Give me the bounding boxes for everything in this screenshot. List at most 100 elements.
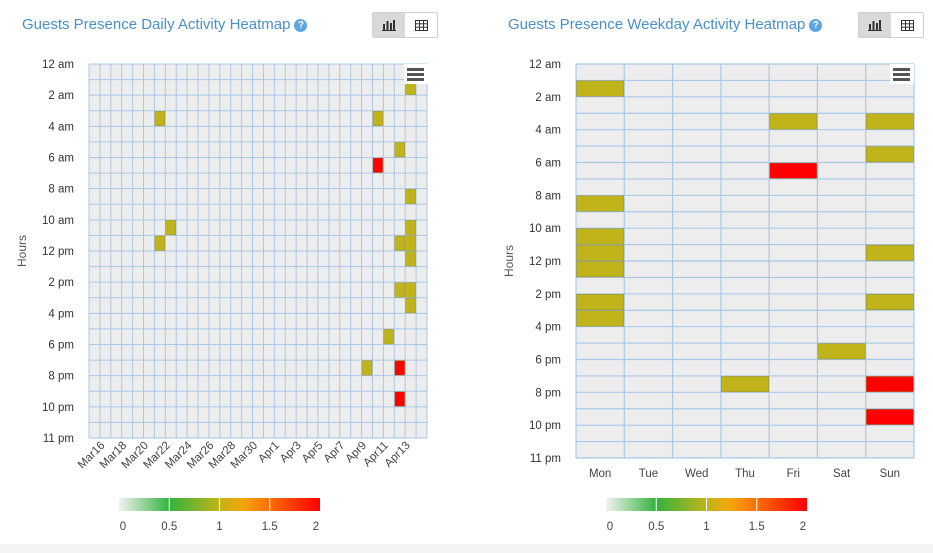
- y-tick-label: 4 pm: [48, 308, 74, 320]
- y-tick-label: 12 am: [42, 59, 74, 71]
- colorbar-tick-label: 1.5: [262, 521, 278, 533]
- x-tick-label: Tue: [639, 468, 658, 480]
- heatmap-cell-Sun-21[interactable]: [865, 409, 914, 425]
- weekday-view-toggle: [858, 12, 924, 38]
- heatmap-cell-Mar21-11[interactable]: [154, 235, 166, 251]
- y-tick-label: 6 pm: [535, 355, 561, 367]
- y-tick-label: 2 pm: [48, 277, 74, 289]
- heatmap-cell-Sun-11[interactable]: [865, 244, 914, 261]
- colorbar-tick-label: 2: [313, 521, 319, 533]
- x-tick-label: Apr1: [256, 440, 282, 466]
- heatmap-cell-Apr10-3[interactable]: [372, 111, 384, 127]
- y-tick-label: 12 am: [529, 59, 561, 71]
- colorbar-tick-label: 0.5: [161, 521, 177, 533]
- heatmap-cell-Apr13-11[interactable]: [405, 235, 416, 251]
- colorbar-tick-label: 2: [800, 521, 806, 533]
- colorbar-tick-label: 0: [607, 521, 613, 533]
- y-tick-label: 6 am: [535, 158, 561, 170]
- colorbar-tick-label: 0.5: [648, 521, 664, 533]
- y-tick-label: 4 am: [48, 121, 74, 133]
- question-circle-icon[interactable]: ?: [294, 19, 308, 32]
- heatmap-cell-Mon-1[interactable]: [576, 80, 625, 97]
- x-tick-label: Mon: [589, 468, 611, 480]
- y-tick-label: 10 pm: [529, 420, 561, 432]
- page-footer-strip: [0, 544, 933, 553]
- heatmap-cell-Mar22-10[interactable]: [165, 220, 176, 236]
- heatmap-cell-Apr12-5[interactable]: [394, 142, 405, 158]
- x-tick-label: Sat: [833, 468, 851, 480]
- colorbar-tick-label: 0: [120, 521, 126, 533]
- heatmap-cell-Apr13-8[interactable]: [405, 188, 416, 204]
- y-tick-label: 4 pm: [535, 322, 561, 334]
- y-tick-label: 10 pm: [42, 402, 74, 414]
- y-tick-label: 8 pm: [48, 371, 74, 383]
- x-tick-label: Apr13: [383, 440, 413, 470]
- x-tick-label: Thu: [735, 468, 755, 480]
- weekday-chart-menu-button[interactable]: [890, 64, 914, 84]
- heatmap-cell-Sun-3[interactable]: [865, 113, 914, 130]
- y-tick-label: 2 am: [535, 92, 561, 104]
- heatmap-cell-Apr12-11[interactable]: [394, 235, 405, 251]
- heatmap-cell-Apr11-17[interactable]: [383, 329, 394, 345]
- question-circle-icon[interactable]: ?: [809, 19, 823, 32]
- heatmap-cell-Apr13-12[interactable]: [405, 251, 416, 267]
- y-axis-label: Hours: [15, 235, 29, 267]
- heatmap-cell-Mon-14[interactable]: [576, 294, 625, 311]
- y-tick-label: 12 pm: [42, 246, 74, 258]
- y-tick-label: 11 pm: [530, 453, 561, 465]
- colorbar-tick-label: 1.5: [749, 521, 765, 533]
- heatmap-cell-Apr13-10[interactable]: [405, 220, 416, 236]
- heatmap-cell-Sun-19[interactable]: [865, 376, 914, 393]
- heatmap-cell-Apr13-14[interactable]: [405, 282, 416, 298]
- heatmap-cell-Mar21-3[interactable]: [154, 111, 166, 127]
- heatmap-cell-Sat-17[interactable]: [817, 343, 866, 360]
- daily-colorbar: 0 0.5 1 1.5 2: [119, 498, 320, 533]
- heatmap-cell-Apr12-21[interactable]: [394, 391, 405, 407]
- colorbar-tick-label: 1: [703, 521, 709, 533]
- y-tick-label: 8 pm: [535, 387, 561, 399]
- heatmap-cell-Apr13-15[interactable]: [405, 298, 416, 314]
- y-tick-label: 6 am: [48, 153, 74, 165]
- weekday-heatmap-title: Guests Presence Weekday Activity Heatmap…: [508, 16, 823, 33]
- daily-heatmap-title-text: Guests Presence Daily Activity Heatmap: [22, 16, 291, 33]
- y-axis-label: Hours: [502, 245, 516, 277]
- y-tick-label: 6 pm: [48, 340, 74, 352]
- y-tick-label: 10 am: [529, 223, 561, 235]
- y-tick-label: 12 pm: [529, 256, 561, 268]
- y-tick-label: 8 am: [48, 184, 74, 196]
- y-tick-label: 10 am: [42, 215, 74, 227]
- table-icon[interactable]: [405, 13, 437, 37]
- heatmap-cell-Fri-3[interactable]: [769, 113, 818, 130]
- x-tick-label: Apr7: [322, 440, 348, 466]
- heatmap-cell-Thu-19[interactable]: [721, 376, 769, 393]
- heatmap-cell-Apr12-14[interactable]: [394, 282, 405, 298]
- x-tick-label: Sun: [880, 468, 900, 480]
- x-tick-label: Apr3: [278, 440, 304, 466]
- heatmap-cell-Mon-15[interactable]: [576, 310, 625, 327]
- weekday-colorbar: 0 0.5 1 1.5 2: [606, 498, 807, 533]
- y-tick-label: 11 pm: [43, 433, 74, 445]
- y-tick-label: 4 am: [535, 125, 561, 137]
- y-tick-label: 2 pm: [535, 289, 561, 301]
- x-tick-label: Wed: [685, 468, 708, 480]
- heatmap-cell-Apr10-6[interactable]: [372, 157, 384, 173]
- daily-heatmap: 12 am 2 am 4 am 6 am 8 am 10 am 12 pm 2 pm 4 pm 6…: [15, 59, 428, 471]
- heatmap-cell-Sun-14[interactable]: [865, 294, 914, 311]
- heatmap-cell-Apr12-19[interactable]: [394, 360, 405, 376]
- heatmap-cell-Mon-10[interactable]: [576, 228, 625, 245]
- daily-chart-menu-button[interactable]: [404, 64, 428, 84]
- bar-chart-icon[interactable]: [373, 13, 405, 37]
- y-tick-label: 2 am: [48, 90, 74, 102]
- heatmap-cell-Fri-6[interactable]: [769, 162, 818, 179]
- x-tick-label: Fri: [787, 468, 800, 480]
- heatmap-cell-Sun-5[interactable]: [865, 146, 914, 163]
- heatmap-cell-Mon-11[interactable]: [576, 244, 625, 261]
- weekday-heatmap-title-text: Guests Presence Weekday Activity Heatmap: [508, 16, 806, 33]
- heatmap-cell-Mon-8[interactable]: [576, 195, 625, 212]
- heatmap-cell-Mon-12[interactable]: [576, 261, 625, 278]
- bar-chart-icon[interactable]: [859, 13, 891, 37]
- heatmap-cell-Apr9-19[interactable]: [361, 360, 373, 376]
- table-icon[interactable]: [891, 13, 923, 37]
- colorbar-tick-label: 1: [216, 521, 222, 533]
- weekday-heatmap: 12 am 2 am 4 am 6 am 8 am 10 am 12 pm 2 pm 4 pm 6…: [502, 59, 915, 480]
